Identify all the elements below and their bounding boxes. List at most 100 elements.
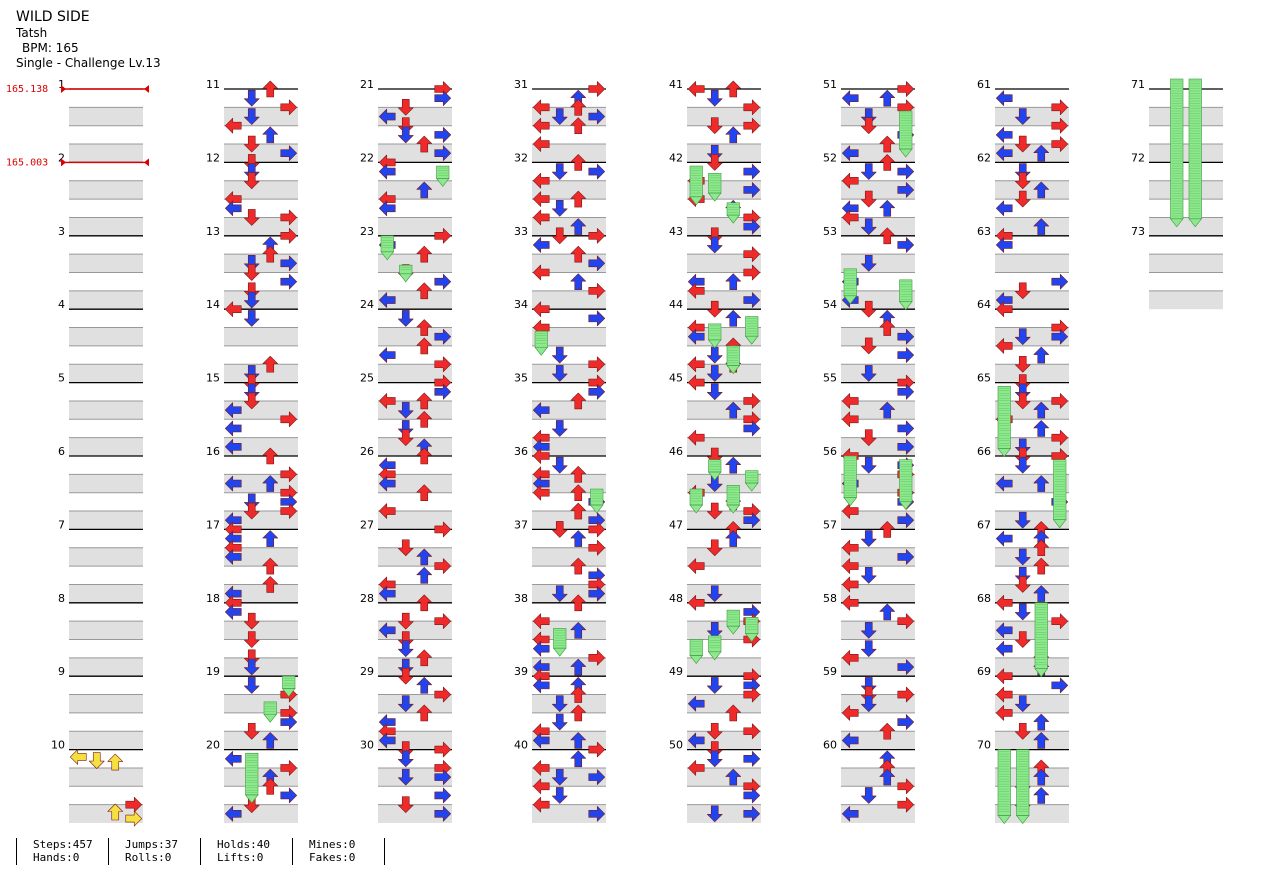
arrow-note [879, 521, 896, 538]
arrow-shape [879, 227, 896, 245]
hold-tail [726, 625, 741, 635]
arrow-shape [1051, 393, 1069, 409]
arrow-note [397, 99, 414, 116]
hold-body [1053, 459, 1067, 521]
arrow-note [1051, 677, 1069, 694]
arrow-note [434, 769, 452, 785]
arrow-note [532, 613, 550, 629]
hold-tail [1052, 519, 1067, 529]
hold-tail [589, 504, 604, 514]
hold-tail [534, 346, 549, 356]
arrow-shape [243, 89, 260, 107]
beat-stripe [687, 621, 761, 640]
beat-stripe [1149, 254, 1223, 273]
measure: 6 [58, 445, 143, 530]
arrow-note [570, 622, 587, 639]
measure: 2 [58, 151, 143, 236]
arrow-note [532, 136, 550, 152]
arrow-note [280, 503, 298, 519]
arrow-note [378, 714, 396, 730]
arrow-note [416, 677, 433, 694]
arrow-note [551, 713, 568, 731]
arrow-note [280, 273, 298, 290]
arrow-shape [687, 328, 705, 345]
arrow-note [262, 530, 279, 547]
arrow-shape [397, 539, 414, 557]
hold-tail [398, 273, 413, 283]
arrow-note [743, 512, 761, 529]
arrow-shape [743, 787, 761, 804]
beat-stripe [532, 547, 606, 567]
arrow-shape [1051, 99, 1069, 116]
arrow-shape [743, 182, 761, 198]
hold-body [899, 110, 913, 150]
arrow-note [1033, 539, 1050, 557]
arrow-note [532, 117, 550, 134]
measure: 62 [977, 151, 1069, 236]
arrow-note [378, 457, 396, 473]
arrow-note [841, 145, 859, 162]
arrow-note [416, 337, 433, 355]
arrow-shape [434, 741, 452, 758]
arrow-shape [416, 548, 433, 566]
hold-body [534, 330, 548, 348]
hold-body [590, 488, 604, 506]
hold-tail [843, 497, 858, 507]
arrow-note [570, 557, 587, 575]
arrow-shape [434, 521, 452, 538]
arrow-shape [280, 228, 298, 244]
arrow-shape [378, 292, 396, 308]
arrow-shape [397, 750, 414, 768]
arrow-shape [588, 769, 606, 785]
arrow-shape [860, 218, 877, 235]
measure-number: 11 [206, 78, 220, 91]
measure-number: 28 [360, 592, 374, 605]
arrow-note [1014, 172, 1031, 190]
measure: 25 [360, 372, 452, 456]
arrow-note [743, 246, 761, 262]
arrow-shape [588, 650, 606, 666]
arrow-shape [995, 475, 1013, 492]
beat-stripe [841, 511, 915, 530]
arrow-note [1033, 420, 1050, 437]
arrow-note [1033, 218, 1050, 235]
hold-body [745, 617, 759, 634]
arrow-note [860, 530, 877, 547]
arrow-note [588, 806, 606, 822]
arrow-shape [532, 237, 550, 253]
hold-body [899, 279, 913, 303]
arrow-note [243, 612, 260, 630]
arrow-note [841, 705, 859, 721]
measure-number: 66 [977, 445, 991, 458]
arrow-note [588, 283, 606, 299]
beat-stripe [532, 217, 606, 236]
beat-stripe [224, 437, 298, 456]
arrow-shape [88, 752, 105, 769]
arrow-shape [262, 557, 279, 575]
stat-value: Rolls:0 [125, 851, 172, 864]
measure-number: 64 [977, 298, 991, 311]
arrow-note [841, 576, 859, 593]
measure: 18 [206, 592, 298, 677]
arrow-note [570, 245, 587, 263]
arrow-note [860, 255, 877, 272]
hold-note [1188, 78, 1203, 228]
arrow-shape [588, 806, 606, 822]
arrow-note [243, 658, 260, 676]
arrow-shape [397, 310, 414, 327]
arrow-note [570, 484, 587, 502]
arrow-shape [743, 723, 761, 740]
arrow-note [416, 135, 433, 153]
arrow-shape [434, 328, 452, 345]
arrow-shape [841, 90, 859, 106]
arrow-note [1014, 282, 1031, 300]
beat-stripe [378, 767, 452, 787]
arrow-note [280, 714, 298, 730]
arrow-note [532, 191, 550, 207]
hold-body [843, 268, 857, 297]
arrow-note [879, 154, 896, 171]
bpm-label: 165.138 [6, 84, 48, 95]
arrow-note [532, 172, 550, 189]
arrow-shape [551, 365, 568, 382]
arrow-note [551, 420, 568, 437]
